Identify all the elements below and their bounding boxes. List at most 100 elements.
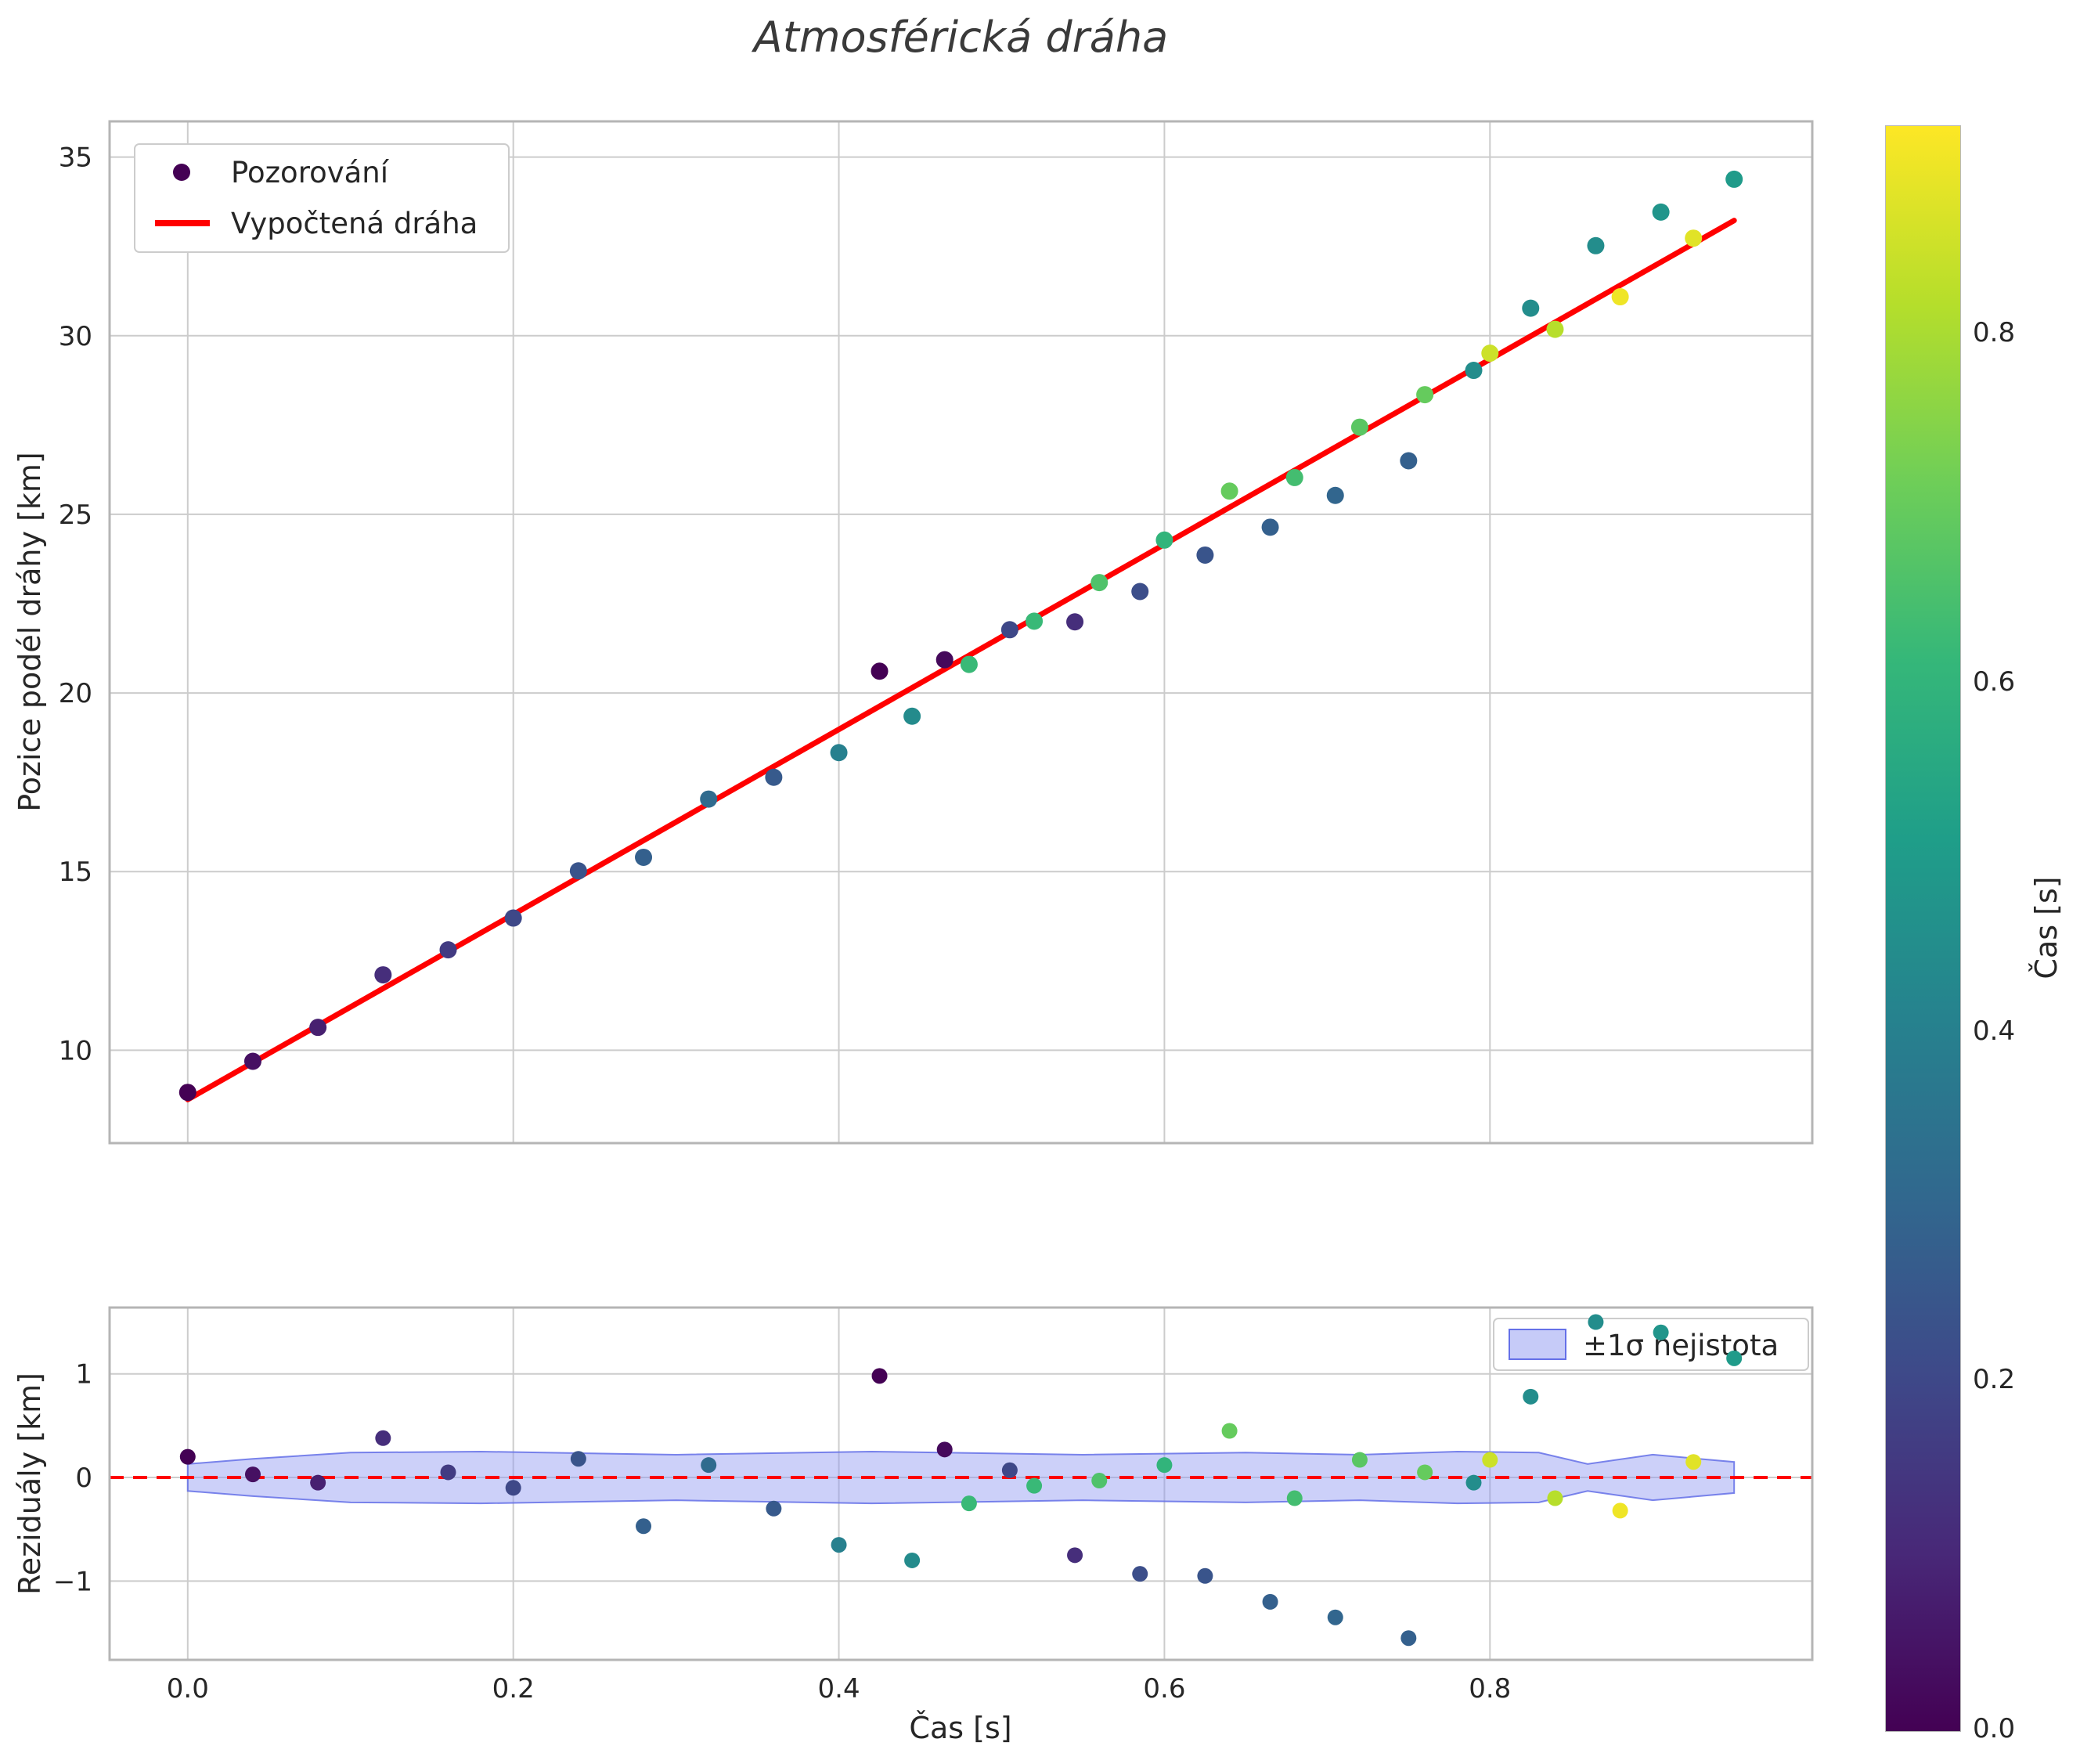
residual-point — [244, 1466, 261, 1483]
observation-point — [1000, 621, 1018, 639]
residual-tick-label: 0 — [75, 1463, 92, 1494]
legend-box — [134, 143, 510, 253]
colorbar-tick-label: 0.8 — [1973, 317, 2016, 349]
observation-point — [1522, 299, 1540, 317]
observation-point — [1326, 486, 1344, 504]
observation-point — [243, 1052, 261, 1070]
residual-point — [1547, 1490, 1563, 1506]
residual-point — [1726, 1350, 1743, 1366]
observation-point — [1350, 418, 1368, 436]
observation-point — [700, 790, 718, 808]
observation-point — [1220, 482, 1238, 500]
observation-point — [1652, 203, 1670, 221]
residuals-plot: ±1σ nejistota — [110, 1308, 1812, 1660]
residual-point — [1482, 1452, 1498, 1468]
residual-point — [505, 1480, 521, 1496]
residual-point — [831, 1537, 847, 1553]
observation-point — [1546, 320, 1564, 338]
position-tick-label: 10 — [59, 1035, 92, 1066]
observation-point — [635, 848, 653, 866]
legend-label-fit-line: Vypočtená dráha — [231, 207, 478, 240]
residual-point — [310, 1474, 326, 1491]
residuals-legend: ±1σ nejistota — [1493, 1318, 1809, 1371]
observation-point — [1026, 612, 1044, 630]
position-tick-label: 35 — [59, 142, 92, 174]
position-tick-label: 25 — [59, 500, 92, 531]
position-tick-label: 20 — [59, 678, 92, 709]
residual-point — [1091, 1473, 1108, 1489]
residual-point — [904, 1552, 921, 1568]
residual-point — [1327, 1609, 1343, 1625]
position-tick-label: 30 — [59, 321, 92, 352]
residual-point — [701, 1457, 717, 1474]
colorbar-tick-label: 0.6 — [1973, 666, 2016, 698]
residual-tick-label: −1 — [53, 1566, 92, 1597]
observation-point — [903, 707, 921, 725]
residual-point — [961, 1495, 977, 1512]
residual-point — [1262, 1593, 1278, 1610]
observation-point — [1587, 236, 1605, 254]
observation-point — [569, 862, 587, 880]
colorbar-tick-label: 0.2 — [1973, 1364, 2016, 1396]
observation-point — [1725, 170, 1743, 188]
residual-point — [766, 1500, 782, 1517]
observation-point — [504, 909, 522, 927]
residual-point — [1351, 1452, 1368, 1468]
colorbar-tick-label: 0.0 — [1973, 1713, 2016, 1744]
time-tick-label: 0.6 — [1143, 1673, 1185, 1704]
observation-point — [935, 651, 953, 669]
observation-point — [1285, 468, 1303, 486]
residual-point — [636, 1518, 652, 1535]
residual-point — [1286, 1490, 1303, 1506]
observation-point — [830, 744, 848, 762]
axes-frame — [108, 120, 1814, 1145]
residual-point — [1685, 1454, 1702, 1470]
residual-point — [1197, 1567, 1213, 1584]
observation-point — [1155, 531, 1173, 549]
residual-point — [936, 1441, 953, 1458]
residual-point — [1067, 1547, 1083, 1564]
observation-point — [1400, 452, 1418, 470]
legend-band-patch — [1509, 1329, 1566, 1360]
time-tick-label: 0.4 — [818, 1673, 860, 1704]
residual-point — [1001, 1462, 1018, 1478]
residual-point — [871, 1368, 888, 1384]
observation-point — [1685, 229, 1703, 247]
observation-point — [960, 655, 978, 673]
residual-point — [1156, 1457, 1173, 1474]
residual-point — [1612, 1502, 1628, 1519]
observation-point — [1611, 288, 1629, 306]
observation-point — [1131, 583, 1149, 601]
legend-observation-marker — [173, 164, 190, 181]
observation-point — [1196, 546, 1214, 564]
observation-point — [1416, 386, 1434, 404]
residual-point — [375, 1430, 391, 1446]
residual-point — [570, 1451, 586, 1467]
position-tick-label: 15 — [59, 857, 92, 888]
observation-point — [309, 1019, 327, 1037]
residual-point — [1132, 1566, 1148, 1582]
observation-point — [178, 1084, 196, 1102]
residual-point — [1221, 1423, 1238, 1439]
observation-point — [1090, 574, 1108, 592]
legend-label-observations: Pozorování — [231, 156, 390, 189]
residual-point — [179, 1448, 196, 1465]
residual-point — [1417, 1464, 1433, 1481]
time-tick-label: 0.2 — [492, 1673, 535, 1704]
time-axis-label: Čas [s] — [909, 1711, 1012, 1745]
residual-point — [440, 1464, 456, 1481]
observation-point — [374, 966, 392, 984]
residual-point — [1465, 1474, 1482, 1491]
residual-point — [1588, 1314, 1604, 1330]
time-tick-label: 0.0 — [167, 1673, 209, 1704]
chart-title: Atmosférická dráha — [753, 13, 1169, 62]
observation-point — [439, 941, 457, 959]
observation-point — [1465, 362, 1483, 380]
observation-point — [1261, 518, 1279, 536]
plot-background — [110, 121, 1812, 1143]
residual-point — [1026, 1477, 1043, 1494]
colorbar-tick-label: 0.4 — [1973, 1015, 2016, 1047]
colorbar-gradient — [1885, 125, 1961, 1732]
